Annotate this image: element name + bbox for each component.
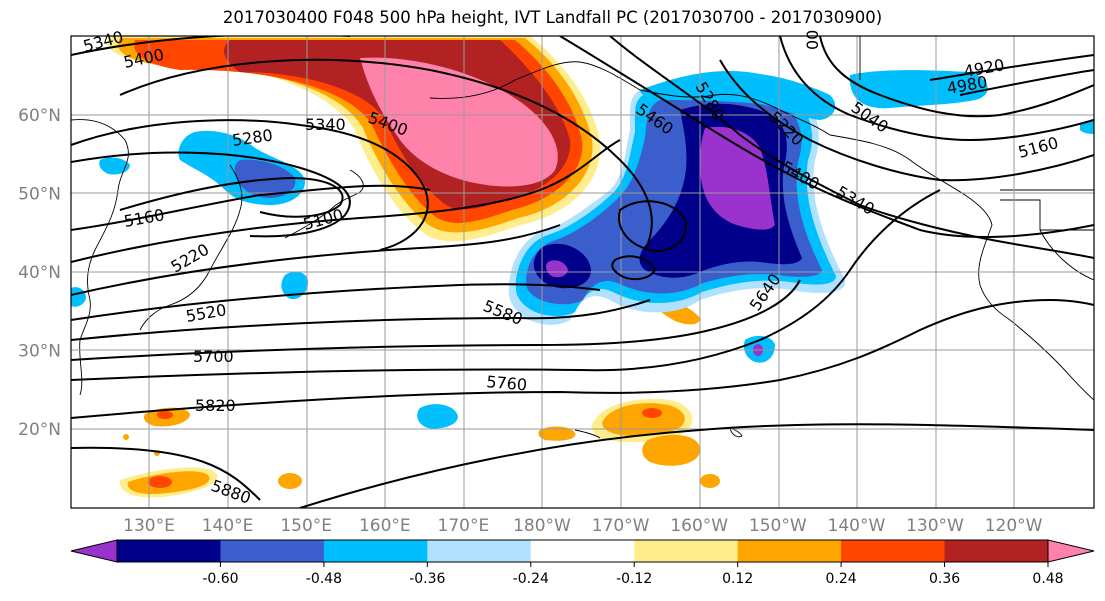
- map-title: 2017030400 F048 500 hPa height, IVT Land…: [222, 8, 883, 27]
- longitude-label: 120°W: [985, 516, 1043, 536]
- contour-label: 5820: [195, 396, 236, 415]
- colorbar-segment: [220, 540, 325, 562]
- longitude-label: 160°W: [670, 516, 728, 536]
- colorbar-tick-label: -0.48: [306, 571, 342, 587]
- longitude-label: 150°E: [280, 516, 332, 536]
- latitude-label: 20°N: [18, 420, 61, 440]
- longitude-label: 150°W: [749, 516, 807, 536]
- latitude-label: 40°N: [18, 263, 61, 283]
- contour-label: 5340: [305, 115, 346, 134]
- latitude-label: 50°N: [18, 185, 61, 205]
- longitude-label: 180°W: [513, 516, 571, 536]
- colorbar-tick-label: 0.12: [722, 571, 753, 587]
- contour-label: 5700: [193, 347, 234, 366]
- colorbar: -0.60 -0.48 -0.36 -0.24 -0.12 0.12 0.24 0.36 0.4…: [70, 539, 1095, 587]
- colorbar-segment: [323, 540, 428, 562]
- longitude-label: 170°W: [592, 516, 650, 536]
- colorbar-tick-label: 0.48: [1032, 571, 1063, 587]
- colorbar-extend-low: [70, 539, 118, 563]
- latitude-label: 60°N: [18, 106, 61, 126]
- colorbar-segment: [737, 540, 842, 562]
- colorbar-segment: [944, 540, 1049, 562]
- longitude-label: 130°E: [123, 516, 175, 536]
- colorbar-extend-high: [1047, 539, 1095, 563]
- colorbar-frame: [116, 539, 1049, 563]
- ivt-shading: [71, 36, 1094, 498]
- colorbar-tick-label: 0.36: [929, 571, 960, 587]
- colorbar-tick-label: -0.24: [513, 571, 549, 587]
- colorbar-segment: [841, 540, 946, 562]
- colorbar-segment: [634, 540, 739, 562]
- colorbar-segment: [427, 540, 532, 562]
- colorbar-segment: [117, 540, 221, 562]
- height-contours: [71, 36, 1094, 508]
- latitude-labels: 60°N 50°N 40°N 30°N 20°N: [18, 106, 61, 440]
- contour-label: 5760: [486, 372, 528, 394]
- longitude-labels: 130°E 140°E 150°E 160°E 170°E 180°W 170°W 160°W…: [123, 516, 1043, 536]
- longitude-label: 130°W: [906, 516, 964, 536]
- colorbar-tick-label: -0.12: [616, 571, 652, 587]
- longitude-label: 140°E: [202, 516, 254, 536]
- colorbar-segment: [530, 540, 635, 562]
- longitude-label: 170°E: [438, 516, 490, 536]
- colorbar-tick-label: -0.36: [409, 571, 445, 587]
- longitude-label: 140°W: [828, 516, 886, 536]
- latitude-label: 30°N: [18, 342, 61, 362]
- colorbar-tick-label: -0.60: [202, 571, 238, 587]
- map-frame: [70, 35, 1095, 509]
- graticule: [71, 36, 1094, 508]
- colorbar-tick-label: 0.24: [826, 571, 857, 587]
- contour-label: 00: [803, 30, 822, 50]
- longitude-label: 160°E: [359, 516, 411, 536]
